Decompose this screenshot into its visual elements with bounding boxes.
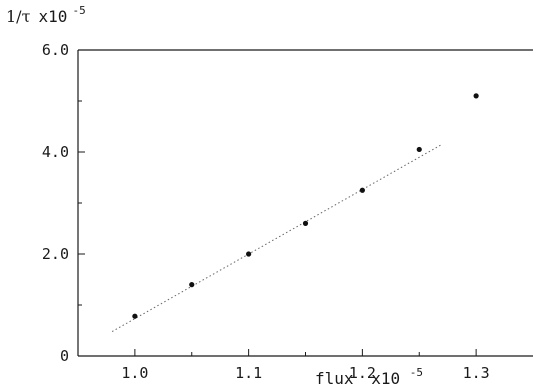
x-axis-label-exponent: -5	[410, 366, 423, 379]
axis-labels: 1/τ x10 -5 flux x10 -5	[6, 4, 423, 388]
data-point	[359, 187, 365, 193]
y-axis-label-exponent: -5	[73, 4, 86, 17]
axes: 1.0 1.1 1.2 1.3 0 2.0 4.0 6.0	[42, 41, 533, 382]
y-axis-label-scale: x10	[39, 7, 68, 26]
x-axis-label: flux x10 -5	[315, 366, 423, 388]
x-axis-label-scale: x10	[371, 369, 400, 388]
x-axis-label-quantity: flux	[315, 369, 354, 388]
data-point	[132, 313, 138, 319]
data-point	[189, 282, 195, 288]
x-tick-label: 1.0	[121, 364, 148, 382]
x-tick-label: 1.2	[349, 364, 376, 382]
data-point	[473, 93, 479, 99]
y-axis-label: 1/τ x10 -5	[6, 4, 86, 26]
y-tick-label: 6.0	[42, 41, 69, 59]
y-tick-label: 0	[60, 347, 69, 365]
y-tick-label: 4.0	[42, 143, 69, 161]
fit-line	[111, 143, 443, 332]
y-tick-label: 2.0	[42, 245, 69, 263]
data-points	[132, 93, 479, 319]
x-tick-label: 1.1	[235, 364, 262, 382]
data-point	[416, 146, 422, 153]
x-tick-label: 1.3	[463, 364, 490, 382]
data-point	[302, 220, 309, 226]
y-axis-label-quantity: 1/τ	[6, 7, 31, 26]
fit-line-layer	[111, 143, 443, 332]
data-point	[246, 251, 252, 257]
